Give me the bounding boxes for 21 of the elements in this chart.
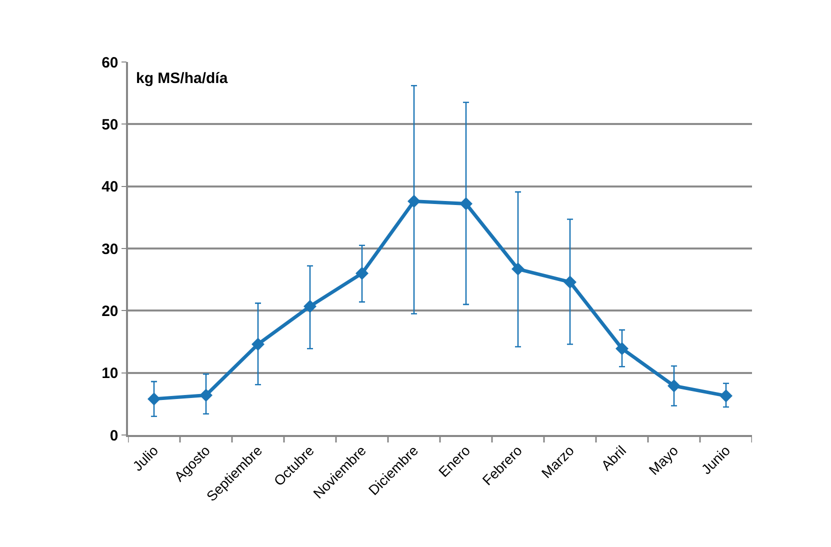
point: [148, 392, 160, 406]
point: [408, 194, 420, 208]
point: [564, 276, 576, 289]
y-axis-title: kg MS/ha/día: [136, 70, 228, 87]
point: [200, 388, 212, 402]
point: [720, 389, 732, 402]
point: [304, 300, 316, 313]
y-tick-label: 10: [102, 365, 118, 382]
x-tick-label: Julio: [129, 442, 162, 474]
point: [616, 342, 628, 356]
point: [252, 338, 264, 351]
point: [512, 262, 524, 276]
y-tick-label: 60: [102, 54, 118, 72]
y-tick-label: 50: [102, 116, 118, 134]
point: [356, 266, 368, 280]
y-tick-label: 40: [102, 178, 118, 196]
point: [668, 379, 680, 392]
y-tick-label: 20: [102, 302, 118, 320]
y-tick-label: 30: [102, 240, 118, 258]
point: [460, 197, 472, 210]
y-tick-label: 0: [110, 427, 118, 444]
